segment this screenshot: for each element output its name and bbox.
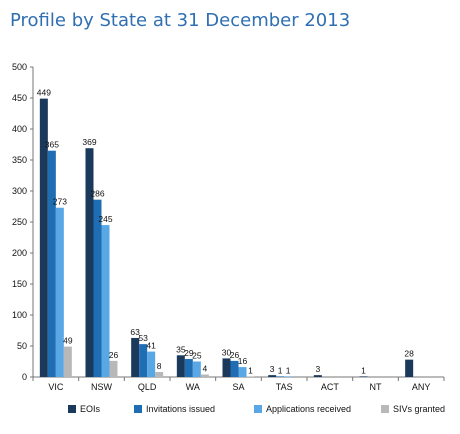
data-label: 1	[286, 365, 291, 375]
bar	[85, 148, 94, 377]
y-tick-label: 500	[12, 62, 27, 72]
category-label: ACT	[321, 382, 340, 392]
y-tick-label: 100	[12, 310, 27, 320]
data-label: 1	[278, 365, 283, 375]
data-label: 25	[192, 351, 202, 361]
category-label: WA	[186, 382, 200, 392]
axes: 0 50 100 150 200 250 300 350 400 450 500	[12, 62, 445, 382]
legend-label: Applications received	[266, 404, 351, 414]
bar	[131, 337, 140, 377]
data-label: 30	[222, 347, 232, 357]
data-label: 365	[45, 140, 59, 150]
bar	[238, 367, 247, 377]
bar	[147, 351, 156, 377]
data-label: 63	[130, 327, 140, 337]
bar	[176, 355, 185, 377]
bar	[184, 359, 193, 377]
y-tick-label: 250	[12, 217, 27, 227]
data-labels: 4493652734936928624526635341835292543026…	[37, 88, 414, 376]
bar	[405, 359, 414, 377]
data-label: 29	[184, 348, 194, 358]
data-label: 26	[109, 350, 119, 360]
bar	[268, 375, 277, 377]
y-tick-label: 300	[12, 186, 27, 196]
data-label: 3	[315, 364, 320, 374]
bar	[359, 376, 368, 377]
y-tick-label: 200	[12, 248, 27, 258]
bar	[284, 376, 293, 377]
bar	[313, 375, 322, 377]
data-label: 369	[82, 137, 96, 147]
bar	[222, 358, 231, 377]
bar	[230, 360, 239, 377]
data-label: 35	[176, 344, 186, 354]
data-label: 1	[361, 365, 366, 375]
data-label: 286	[90, 189, 104, 199]
data-label: 28	[404, 349, 414, 359]
bar	[246, 376, 255, 377]
category-label: SA	[232, 382, 244, 392]
bar	[200, 374, 209, 377]
data-label: 3	[270, 364, 275, 374]
bar	[39, 98, 48, 378]
y-tick-label: 450	[12, 93, 27, 103]
category-label: NSW	[91, 382, 113, 392]
bar	[63, 346, 72, 377]
legend-label: Invitations issued	[146, 404, 215, 414]
data-label: 16	[238, 356, 248, 366]
bar	[155, 372, 164, 377]
legend-label: EOIs	[80, 404, 101, 414]
data-label: 49	[63, 336, 73, 346]
category-label: ANY	[412, 382, 431, 392]
bar	[101, 225, 110, 377]
legend-swatch	[68, 405, 76, 413]
data-label: 53	[138, 333, 148, 343]
y-tick-label: 0	[22, 372, 27, 382]
legend: EOIs Invitations issued Applications recei…	[68, 404, 445, 414]
bar	[192, 361, 201, 377]
category-labels: VIC NSW QLD WA SA TAS ACT NT ANY	[48, 382, 430, 392]
bar	[139, 344, 148, 377]
data-label: 1	[248, 365, 253, 375]
bars	[39, 98, 414, 378]
bar	[47, 150, 56, 377]
data-label: 273	[53, 197, 67, 207]
data-label: 41	[146, 341, 156, 351]
category-label: TAS	[276, 382, 293, 392]
bar	[93, 199, 102, 377]
category-label: QLD	[138, 382, 157, 392]
category-label: NT	[370, 382, 382, 392]
data-label: 245	[98, 214, 112, 224]
data-label: 4	[202, 364, 207, 374]
legend-swatch	[254, 405, 262, 413]
data-label: 26	[230, 350, 240, 360]
y-tick-label: 350	[12, 155, 27, 165]
data-label: 8	[157, 361, 162, 371]
chart-title: Profile by State at 31 December 2013	[10, 10, 351, 31]
y-tick-label: 50	[17, 341, 27, 351]
category-label: VIC	[48, 382, 64, 392]
y-tick-label: 150	[12, 279, 27, 289]
y-tick-label: 400	[12, 124, 27, 134]
bar	[109, 360, 118, 377]
legend-swatch	[134, 405, 142, 413]
legend-swatch	[381, 405, 389, 413]
bar	[55, 207, 64, 377]
legend-label: SIVs granted	[393, 404, 445, 414]
data-label: 449	[37, 88, 51, 98]
bar	[276, 376, 285, 377]
